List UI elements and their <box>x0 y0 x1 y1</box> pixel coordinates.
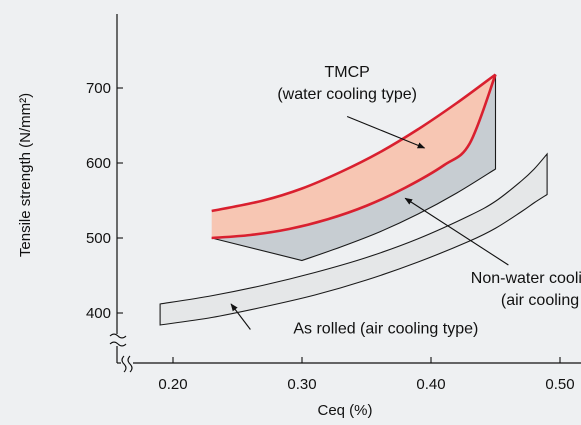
y-tick-label-500: 500 <box>86 230 111 247</box>
data-bands <box>159 73 548 326</box>
band-tmcp-water-cooling-type <box>211 74 496 238</box>
annotation-label-0-1: (water cooling type) <box>277 86 417 103</box>
x-tick-label-0.20: 0.20 <box>158 376 187 393</box>
y-axis-title: Tensile strength (N/mm²) <box>17 93 34 257</box>
annotation-label-1-0: Non-water cooling TMCP <box>471 270 581 287</box>
y-axis-break <box>109 333 127 347</box>
annotations: TMCP (water cooling type) Non-water coolin… <box>230 64 581 337</box>
annotation-arrow-1 <box>404 197 509 266</box>
annotation-arrow-0 <box>346 115 426 149</box>
annotation-label-0-0: TMCP <box>324 64 369 81</box>
annotation-label-2-0: As rolled (air cooling type) <box>293 320 478 337</box>
annotation-label-1-1: (air cooling type) <box>501 292 581 309</box>
tmcp-upper-curve <box>211 73 497 213</box>
y-tick-label-600: 600 <box>86 155 111 172</box>
y-tick-label-400: 400 <box>86 305 111 322</box>
x-tick-label-0.40: 0.40 <box>416 376 445 393</box>
tick-labels: 400 500 600 700 0.20 0.30 0.40 0.50 <box>86 80 575 393</box>
annotation-arrow-2 <box>230 303 251 330</box>
x-axis-title: Ceq (%) <box>317 402 372 419</box>
axes <box>109 14 581 373</box>
y-tick-label-700: 700 <box>86 80 111 97</box>
x-axis-break <box>121 355 133 373</box>
x-tick-label-0.30: 0.30 <box>287 376 316 393</box>
x-tick-label-0.50: 0.50 <box>545 376 574 393</box>
tmcp-lower-curve <box>211 74 497 240</box>
